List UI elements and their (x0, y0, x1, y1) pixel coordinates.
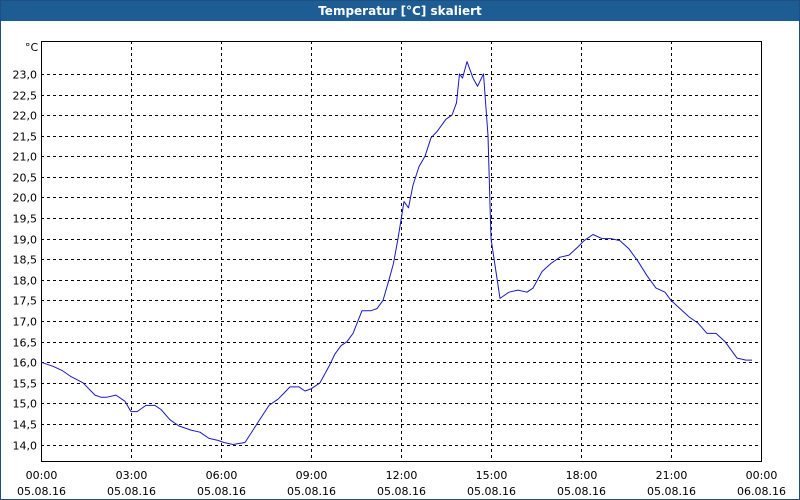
x-tick-date-label: 05.08.16 (107, 485, 156, 498)
x-tick-time-label: 15:00 (476, 469, 508, 482)
x-tick-date-label: 05.08.16 (377, 485, 426, 498)
y-tick-label: 21,0 (13, 151, 38, 164)
x-tick-time-label: 00:00 (746, 469, 778, 482)
y-axis-ticks: 14,0 14,5 15,0 15,5 16,0 16,5 17,0 17,5 18,0 18,5… (13, 69, 38, 453)
series-layer (40, 61, 752, 445)
x-tick-time-label: 00:00 (26, 469, 58, 482)
x-tick-date-label: 05.08.16 (197, 485, 246, 498)
x-tick-time-label: 18:00 (566, 469, 598, 482)
x-tick-date-label: 05.08.16 (647, 485, 696, 498)
plot-area-border (41, 41, 762, 462)
x-tick-date-label: 05.08.16 (557, 485, 606, 498)
x-tick-date-label: 05.08.16 (467, 485, 516, 498)
temperature-series-line (40, 61, 752, 445)
y-tick-label: 20,0 (13, 192, 38, 205)
x-axis-ticks: 00:00 05.08.16 03:00 05.08.16 06:00 05.08.16 0… (17, 469, 786, 498)
grid (41, 41, 761, 461)
x-tick-date-label: 06.08.16 (737, 485, 786, 498)
y-tick-label: 17,5 (13, 295, 38, 308)
y-tick-label: 15,0 (13, 398, 38, 411)
y-tick-label: 19,0 (13, 234, 38, 247)
x-tick-time-label: 03:00 (116, 469, 148, 482)
y-axis-unit-label: °C (25, 41, 39, 54)
x-tick-time-label: 12:00 (386, 469, 418, 482)
y-tick-label: 14,0 (13, 440, 38, 453)
y-tick-label: 19,5 (13, 213, 38, 226)
y-tick-label: 23,0 (13, 69, 38, 82)
window-title: Temperatur [°C] skaliert (1, 1, 799, 21)
y-tick-label: 16,5 (13, 337, 38, 350)
y-tick-label: 21,5 (13, 131, 38, 144)
y-tick-label: 18,5 (13, 254, 38, 267)
x-tick-date-label: 05.08.16 (287, 485, 336, 498)
x-tick-time-label: 06:00 (206, 469, 238, 482)
y-tick-label: 17,0 (13, 316, 38, 329)
y-tick-label: 18,0 (13, 275, 38, 288)
x-tick-time-label: 09:00 (296, 469, 328, 482)
y-tick-label: 22,5 (13, 90, 38, 103)
y-tick-label: 22,0 (13, 110, 38, 123)
x-tick-time-label: 21:00 (656, 469, 688, 482)
y-tick-label: 14,5 (13, 419, 38, 432)
y-tick-label: 20,5 (13, 172, 38, 185)
x-tick-date-label: 05.08.16 (17, 485, 66, 498)
y-tick-label: 16,0 (13, 357, 38, 370)
y-tick-label: 15,5 (13, 378, 38, 391)
